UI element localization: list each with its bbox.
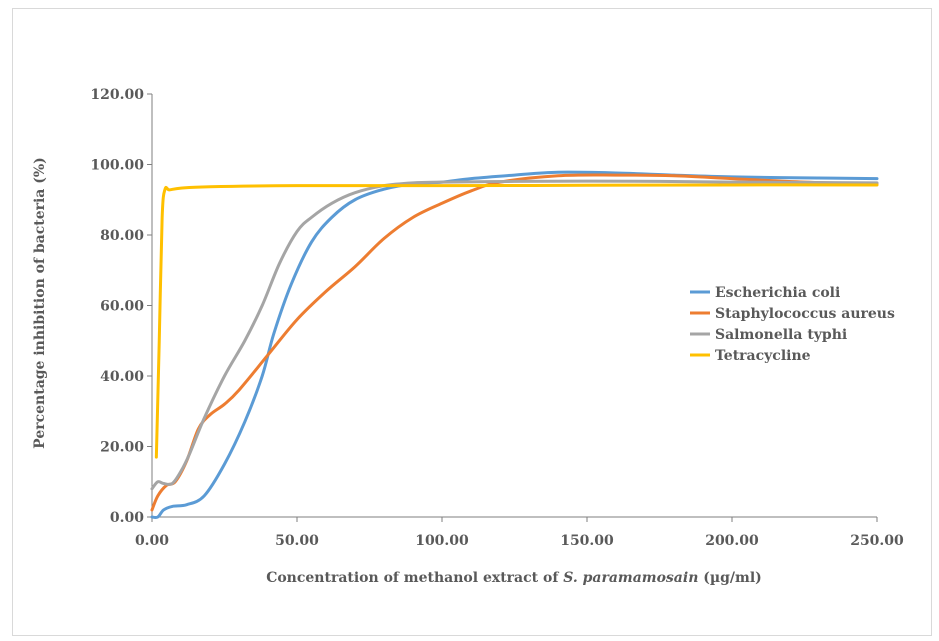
y-tick-label: 20.00: [100, 440, 144, 456]
x-axis-title-text: Concentration of methanol extract of: [266, 570, 559, 586]
y-axis-ticks: 0.00 20.00 40.00 60.00 80.00 100.00 120.00: [90, 87, 152, 526]
x-axis-ticks: 0.00 50.00 100.00 150.00 200.00 250.00: [135, 517, 904, 549]
y-tick-label: 0.00: [110, 510, 144, 526]
legend-label-salmonella-typhi: Salmonella typhi: [715, 327, 847, 343]
series-layer: [150, 170, 879, 520]
y-tick-label: 60.00: [100, 299, 144, 315]
y-tick-label: 100.00: [90, 158, 144, 174]
series-line-escherichia-coli: [150, 170, 879, 520]
series-line-salmonella-typhi: [150, 179, 879, 491]
x-tick-label: 150.00: [560, 533, 614, 549]
x-tick-label: 50.00: [275, 533, 319, 549]
legend-label-staphylococcus-aureus: Staphylococcus aureus: [715, 306, 895, 322]
x-tick-label: 100.00: [415, 533, 469, 549]
x-tick-label: 0.00: [135, 533, 169, 549]
chart-frame: [12, 8, 932, 636]
y-axis-title: Percentage inhibition of bacteria (%): [32, 157, 48, 449]
x-tick-label: 200.00: [705, 533, 759, 549]
y-tick-label: 80.00: [100, 228, 144, 244]
x-axis-title-italic: S. paramamosain: [563, 570, 698, 586]
y-tick-label: 120.00: [90, 87, 144, 103]
legend: Escherichia coli Staphylococcus aureus Sal…: [690, 285, 895, 364]
y-tick-label: 40.00: [100, 369, 144, 385]
legend-label-escherichia-coli: Escherichia coli: [715, 285, 840, 301]
x-axis-title: Concentration of methanol extract of S. …: [266, 570, 762, 586]
x-axis-title-unit: (µg/ml): [703, 570, 762, 586]
series-line-tetracycline: [154, 183, 879, 459]
x-tick-label: 250.00: [850, 533, 904, 549]
legend-label-tetracycline: Tetracycline: [715, 348, 811, 364]
